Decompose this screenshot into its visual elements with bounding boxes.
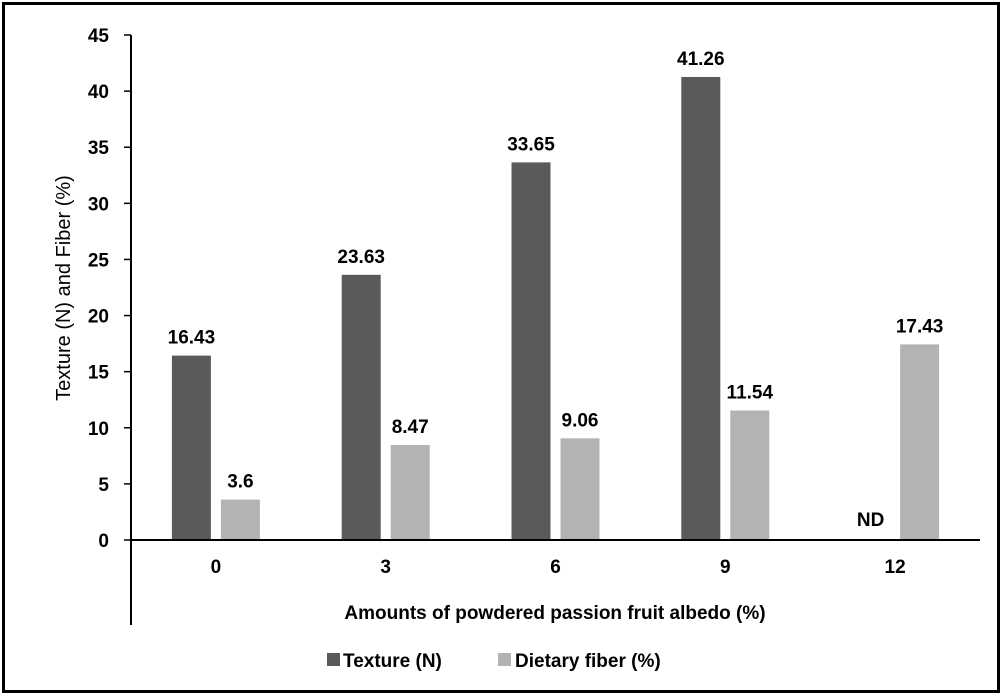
y-axis-ticks: 0 5 10 15 20 25 30 35 40 45	[88, 26, 131, 552]
y-tick-label: 0	[98, 531, 109, 552]
y-tick-label: 35	[88, 138, 110, 159]
x-tick-label: 0	[211, 557, 222, 578]
x-tick-label: 3	[380, 557, 391, 578]
data-label: 16.43	[168, 328, 216, 349]
x-tick-label: 12	[885, 557, 906, 578]
bar-dietary-fiber	[730, 410, 770, 540]
x-tick-label: 9	[720, 557, 731, 578]
data-label: 3.6	[227, 472, 253, 493]
y-tick-label: 25	[88, 250, 110, 271]
data-labels: 16.43 3.6 23.63 8.47 33.65 9.06 41.26 11.54 ND 17…	[168, 49, 944, 531]
y-tick-label: 15	[88, 363, 110, 384]
data-label: 33.65	[507, 134, 555, 155]
y-tick-label: 20	[88, 307, 109, 328]
bar-dietary-fiber	[390, 444, 430, 540]
bar-texture	[511, 162, 551, 540]
y-tick-label: 5	[98, 475, 109, 496]
y-tick-label: 40	[88, 82, 109, 103]
data-label: 11.54	[727, 382, 774, 403]
legend-label-fiber: Dietary fiber (%)	[515, 651, 661, 672]
bar-dietary-fiber	[220, 499, 260, 540]
bar-texture	[341, 274, 381, 540]
bars	[171, 76, 940, 541]
y-tick-label: 30	[88, 194, 109, 215]
bar-texture	[171, 355, 211, 540]
x-tick-label: 6	[550, 557, 561, 578]
legend: Texture (N) Dietary fiber (%)	[327, 651, 661, 672]
data-label: 9.06	[562, 410, 599, 431]
y-tick-label: 10	[88, 419, 109, 440]
bar-dietary-fiber	[900, 344, 940, 540]
y-tick-label: 45	[88, 26, 110, 47]
data-label: 17.43	[896, 316, 944, 337]
x-axis-label: Amounts of powdered passion fruit albedo…	[344, 603, 765, 624]
bar-texture	[681, 76, 721, 541]
data-label: 8.47	[392, 417, 429, 438]
bar-dietary-fiber	[560, 438, 600, 540]
legend-swatch-texture	[327, 653, 340, 666]
x-axis-ticks: 0 3 6 9 12	[211, 557, 906, 578]
data-label: 23.63	[337, 247, 385, 268]
legend-swatch-fiber	[498, 653, 511, 666]
data-label: 41.26	[677, 49, 725, 70]
data-label: ND	[857, 510, 884, 531]
y-axis-label: Texture (N) and Fiber (%)	[53, 175, 75, 401]
legend-label-texture: Texture (N)	[343, 651, 442, 672]
